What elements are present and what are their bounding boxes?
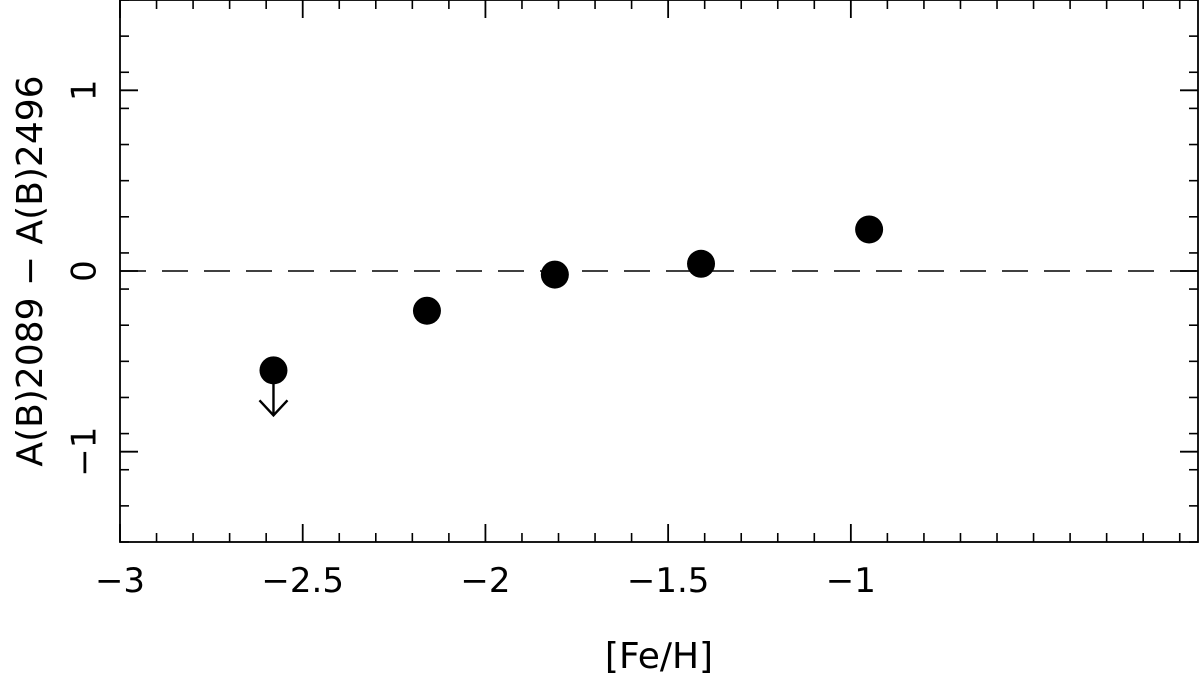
major-ticks bbox=[119, 0, 1198, 542]
data-point bbox=[687, 249, 716, 278]
x-tick-label: −3 bbox=[95, 561, 145, 601]
plot-frame bbox=[119, 0, 1199, 543]
x-tick-label: −2.5 bbox=[261, 561, 344, 601]
y-tick-labels: −1 0 1 bbox=[65, 80, 105, 477]
data-point bbox=[540, 260, 569, 289]
x-tick-label: −1 bbox=[826, 561, 876, 601]
x-tick-labels: −3 −2.5 −2 −1.5 −1 bbox=[95, 561, 876, 601]
upper-limit-arrow-head bbox=[258, 399, 289, 418]
data-point bbox=[855, 215, 884, 244]
y-tick-label: 1 bbox=[65, 80, 105, 102]
x-tick-label: −2 bbox=[460, 561, 510, 601]
data-points bbox=[258, 215, 884, 418]
x-tick-label: −1.5 bbox=[627, 561, 710, 601]
y-tick-label: −1 bbox=[65, 427, 105, 477]
x-axis-label: [Fe/H] bbox=[605, 636, 713, 677]
minor-ticks bbox=[120, 0, 1198, 543]
y-tick-label: 0 bbox=[65, 260, 105, 282]
data-point bbox=[412, 296, 441, 325]
y-axis-label: A(B)2089 − A(B)2496 bbox=[10, 75, 51, 466]
